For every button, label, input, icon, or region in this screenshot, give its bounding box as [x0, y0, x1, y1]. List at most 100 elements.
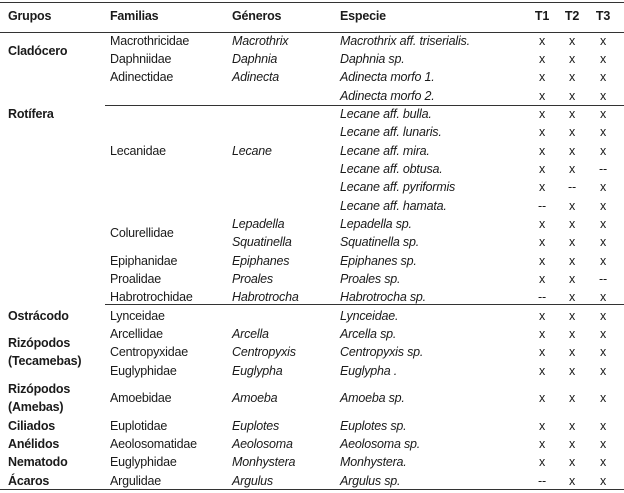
especie-cell: Lecane aff. mira.	[340, 144, 430, 158]
t1-cell: x	[538, 162, 546, 176]
t3-cell: x	[599, 125, 607, 139]
especie-cell: Amoeba sp.	[340, 391, 405, 405]
t3-cell: x	[599, 345, 607, 359]
especie-cell: Adinecta morfo 2.	[340, 89, 435, 103]
t1-cell: x	[538, 34, 546, 48]
especie-cell: Daphnia sp.	[340, 52, 405, 66]
t1-cell: x	[538, 345, 546, 359]
especie-cell: Argulus sp.	[340, 474, 401, 488]
especie-cell: Lynceidae.	[340, 309, 399, 323]
t3-cell: x	[599, 52, 607, 66]
genero-cell: Macrothrix	[232, 34, 289, 48]
grupo-label: Nematodo	[8, 455, 68, 469]
t3-cell: --	[599, 162, 607, 176]
t2-cell: x	[568, 327, 576, 341]
t3-cell: x	[599, 89, 607, 103]
familia-cell: Lynceidae	[110, 309, 165, 323]
t2-cell: x	[568, 107, 576, 121]
t2-cell: x	[568, 272, 576, 286]
grupo-label: Rotífera	[8, 107, 54, 121]
grupo-label: Anélidos	[8, 437, 60, 451]
t2-cell: x	[568, 391, 576, 405]
especie-cell: Proales sp.	[340, 272, 401, 286]
familia-cell: Proalidae	[110, 272, 162, 286]
t2-cell: x	[568, 290, 576, 304]
especie-cell: Squatinella sp.	[340, 235, 420, 249]
genero-cell: Adinecta	[232, 70, 280, 84]
header-rule	[0, 32, 624, 33]
especie-cell: Lecane aff. obtusa.	[340, 162, 443, 176]
t2-cell: x	[568, 52, 576, 66]
t3-cell: x	[599, 437, 607, 451]
familia-cell: Arcellidae	[110, 327, 163, 341]
grupo-label: Ciliados	[8, 419, 56, 433]
genero-cell: Habrotrocha	[232, 290, 299, 304]
genero-cell: Euglypha	[232, 364, 283, 378]
t2-cell: x	[568, 235, 576, 249]
t2-cell: x	[568, 199, 576, 213]
familia-cell: Lecanidae	[110, 144, 166, 158]
t1-cell: x	[538, 107, 546, 121]
header-t1: T1	[534, 9, 550, 23]
familia-cell: Centropyxidae	[110, 345, 189, 359]
especie-cell: Arcella sp.	[340, 327, 397, 341]
t1-cell: x	[538, 364, 546, 378]
t1-cell: x	[538, 144, 546, 158]
t3-cell: x	[599, 309, 607, 323]
t3-cell: x	[599, 235, 607, 249]
bottom-rule	[0, 489, 624, 490]
t3-cell: x	[599, 327, 607, 341]
grupo-label: Ácaros	[8, 474, 50, 488]
t3-cell: x	[599, 254, 607, 268]
t2-cell: x	[568, 89, 576, 103]
t1-cell: x	[538, 180, 546, 194]
t3-cell: x	[599, 180, 607, 194]
header-especie: Especie	[340, 9, 386, 23]
familia-cell: Euplotidae	[110, 419, 168, 433]
t3-cell: x	[599, 419, 607, 433]
header-generos: Géneros	[232, 9, 282, 23]
top-rule	[0, 2, 624, 3]
header-t3: T3	[595, 9, 611, 23]
genero-cell: Daphnia	[232, 52, 278, 66]
grupo-label: (Amebas)	[8, 400, 64, 414]
grupo-label: Cladócero	[8, 44, 68, 58]
t1-cell: x	[538, 437, 546, 451]
t3-cell: x	[599, 199, 607, 213]
genero-cell: Euplotes	[232, 419, 280, 433]
t3-cell: x	[599, 290, 607, 304]
especie-cell: Epiphanes sp.	[340, 254, 417, 268]
t1-cell: x	[538, 217, 546, 231]
t3-cell: --	[599, 272, 607, 286]
t2-cell: x	[568, 309, 576, 323]
genero-cell: Lepadella	[232, 217, 285, 231]
t2-cell: x	[568, 437, 576, 451]
t2-cell: --	[568, 180, 576, 194]
genero-cell: Argulus	[232, 474, 273, 488]
t2-cell: x	[568, 70, 576, 84]
t3-cell: x	[599, 364, 607, 378]
section-rule	[105, 304, 624, 305]
t1-cell: x	[538, 125, 546, 139]
t1-cell: x	[538, 254, 546, 268]
t2-cell: x	[568, 125, 576, 139]
familia-cell: Aeolosomatidae	[110, 437, 197, 451]
t3-cell: x	[599, 107, 607, 121]
t3-cell: x	[599, 34, 607, 48]
especie-cell: Macrothrix aff. triserialis.	[340, 34, 470, 48]
especie-cell: Aeolosoma sp.	[340, 437, 421, 451]
grupo-label: Ostrácodo	[8, 309, 69, 323]
t1-cell: x	[538, 419, 546, 433]
t2-cell: x	[568, 345, 576, 359]
genero-cell: Aeolosoma	[232, 437, 293, 451]
t1-cell: x	[538, 70, 546, 84]
genero-cell: Arcella	[232, 327, 269, 341]
grupo-label: (Tecamebas)	[8, 354, 82, 368]
especie-cell: Lecane aff. pyriformis	[340, 180, 456, 194]
t1-cell: --	[538, 474, 546, 488]
genero-cell: Amoeba	[232, 391, 278, 405]
t1-cell: x	[538, 52, 546, 66]
t1-cell: --	[538, 199, 546, 213]
t1-cell: x	[538, 89, 546, 103]
